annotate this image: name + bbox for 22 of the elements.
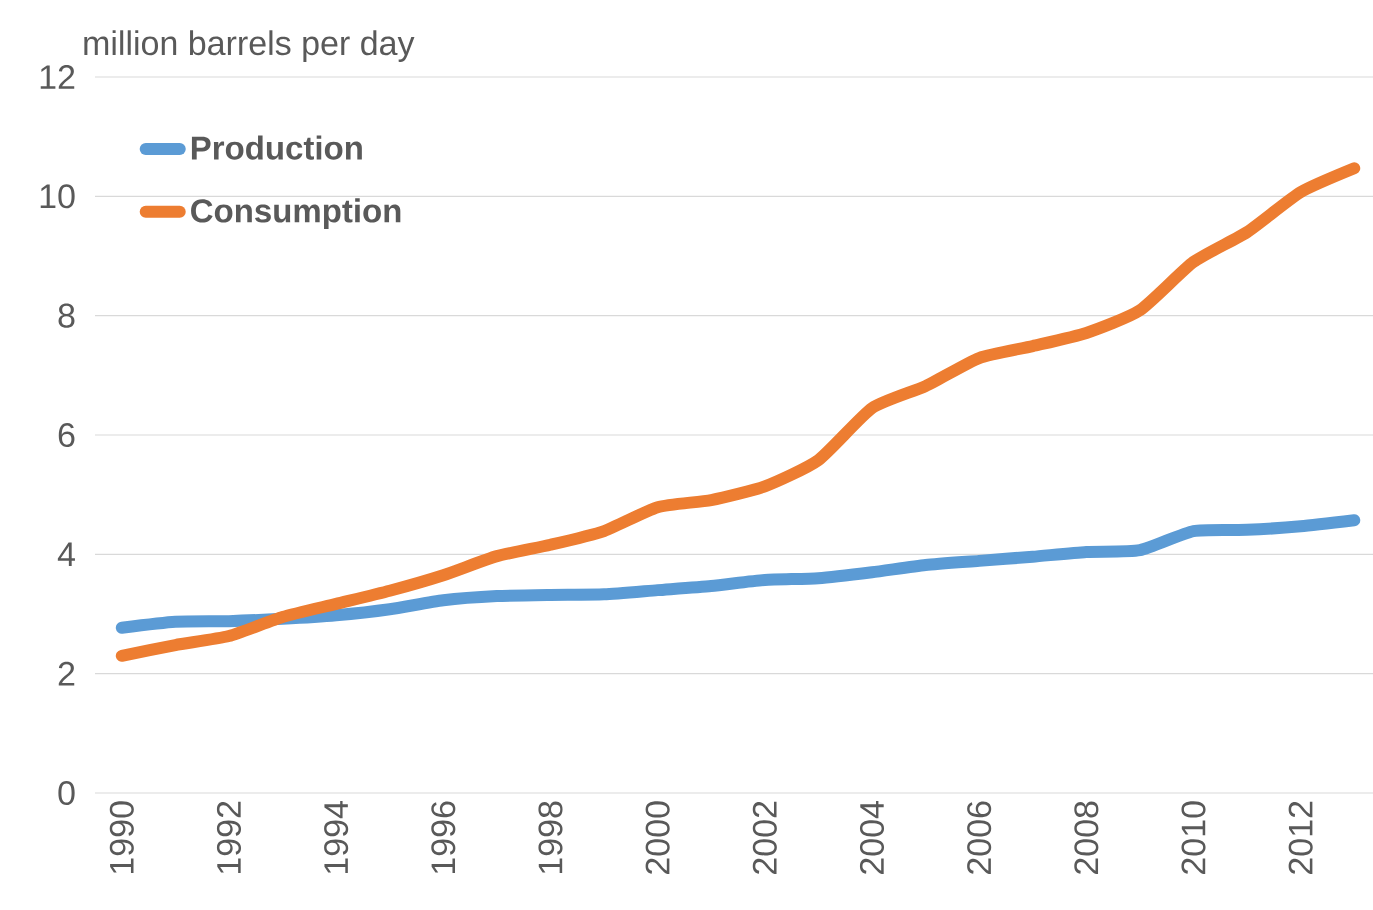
x-tick-label: 2004: [859, 801, 885, 874]
x-tick-label: 1990: [109, 801, 134, 874]
x-tick-label: 2010: [1181, 801, 1206, 874]
y-tick-label: 8: [58, 303, 75, 328]
x-tick-label: 2008: [1074, 801, 1099, 874]
x-tick-label: 1994: [324, 801, 349, 874]
x-tick-label: 2012: [1288, 801, 1313, 874]
y-tick-label: 4: [57, 542, 75, 567]
y-tick-label: 6: [58, 422, 75, 448]
x-tick-label: 1992: [216, 801, 242, 874]
legend-label: Consumption: [191, 198, 401, 230]
x-tick-label: 1998: [538, 801, 563, 874]
legend-label: Production: [191, 135, 362, 160]
x-tick-label: 2006: [967, 801, 992, 874]
y-tick-label: 10: [40, 184, 75, 209]
y-axis-title: million barrels per day: [84, 30, 415, 62]
x-tick-label: 2000: [645, 801, 670, 874]
y-tick-label: 2: [58, 661, 75, 686]
y-tick-label: 0: [58, 780, 75, 806]
x-tick-label: 2002: [752, 801, 777, 874]
y-tick-label: 12: [40, 65, 75, 89]
x-tick-label: 1996: [431, 801, 456, 874]
